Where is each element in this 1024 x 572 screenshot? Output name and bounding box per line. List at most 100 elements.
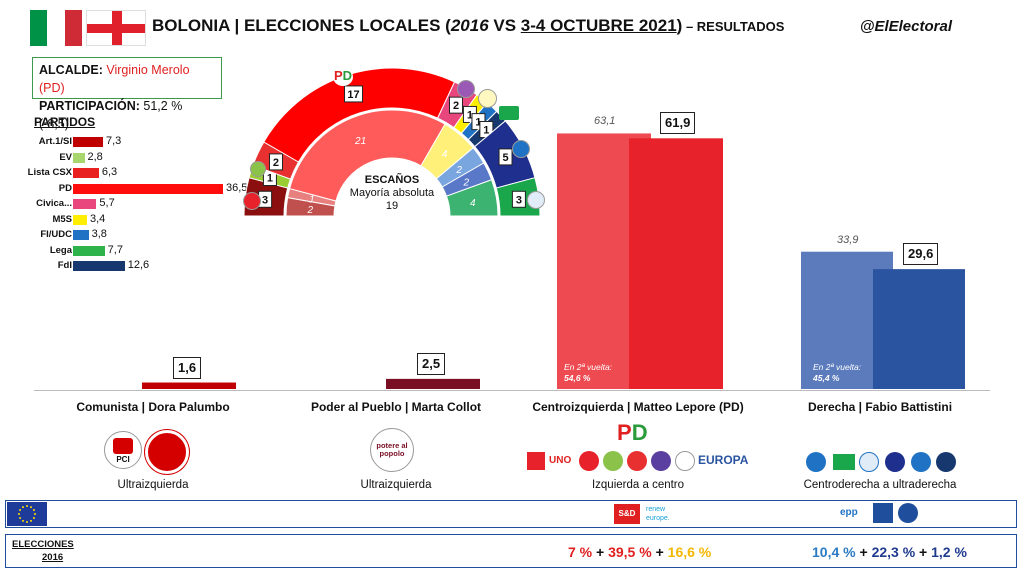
bar-2021	[142, 382, 236, 389]
fi-logo-icon	[512, 140, 530, 158]
2016-seat-value: 4	[470, 198, 476, 209]
axis-line	[34, 390, 990, 391]
elections-2016-left: 7 % + 39,5 % + 16,6 %	[568, 544, 712, 560]
ideology-label-1: Ultraizquierda	[117, 479, 189, 491]
party-bar	[73, 261, 125, 271]
party-value: 7,3	[106, 135, 122, 147]
eu-star-icon	[19, 509, 22, 511]
value-box: 2,5	[417, 352, 446, 375]
party-name: M5S	[52, 213, 72, 225]
id-logo-icon	[873, 503, 893, 523]
eu-star-icon	[32, 509, 35, 511]
2016-seat-segment	[288, 109, 446, 202]
party-value: 3,8	[91, 228, 107, 240]
epp-logo-icon: epp	[840, 507, 858, 518]
2016-seat-value: 4	[442, 149, 448, 160]
party-value: 7,7	[107, 243, 123, 256]
party-bar	[73, 230, 89, 240]
ideology-label-4: Centroderecha a ultraderecha	[803, 479, 957, 491]
mayor-name: Virginio Merolo (PD)	[39, 63, 190, 95]
candidate-label-4: Derecha | Fabio Battistini	[807, 400, 953, 414]
elections-2016-label: ELECCIONES 2016	[12, 539, 74, 563]
2021-seat-value: 3	[262, 194, 268, 206]
2021-seat-value: 1	[475, 117, 481, 129]
second-round-label-right: En 2ª vuelta: 45,4 %	[813, 362, 862, 383]
2016-seat-value: 2	[455, 165, 462, 176]
party-name: Art.1/SI	[38, 136, 72, 147]
2021-seat-value: 1	[467, 109, 473, 121]
value-box: 61,9	[660, 112, 696, 135]
party-row: Lega 7,7	[0, 244, 1024, 258]
m5s-logo-icon	[478, 89, 497, 108]
party-row: FdI 12,6	[0, 259, 1024, 273]
party-value: 6,3	[101, 166, 118, 178]
elections-2016-bar: ELECCIONES 2016 7 % + 39,5 % + 16,6 % 10,…	[5, 534, 1017, 568]
party-bar	[73, 137, 103, 147]
eu-star-icon	[30, 506, 32, 509]
party-bar	[73, 245, 105, 256]
party-value: 2,8	[87, 150, 103, 163]
candidate-label-1: Comunista | Dora Palumbo	[76, 400, 230, 414]
candidate-chart	[142, 133, 965, 389]
ecr-logo-icon	[898, 503, 918, 523]
seats-center-label: ESCAÑOS Mayoría absoluta 19	[349, 174, 435, 212]
2021-seat-value: 1	[483, 125, 489, 137]
info-box: ALCALDE: Virginio Merolo (PD) PARTICIPAC…	[32, 57, 222, 131]
party-row: M5S 3,4	[0, 213, 1024, 227]
eu-star-icon	[26, 521, 28, 523]
bar-2021	[629, 138, 723, 389]
parties-heading: PARTIDOS	[34, 115, 96, 129]
renew-logo-icon: renew europe.	[646, 506, 670, 522]
bologna-flag-icon	[86, 10, 146, 46]
party-name: Lega	[49, 244, 72, 256]
party-bar	[73, 152, 85, 163]
party-name: Civica...	[36, 198, 72, 209]
conti-logo-icon	[457, 80, 475, 98]
old-value-label: 63,1	[594, 115, 616, 128]
2016-seat-value: 2	[307, 205, 314, 216]
party-row: PD 36,5	[0, 182, 1024, 196]
party-row: EV 2,8	[0, 151, 1024, 165]
2021-seat-box	[511, 190, 526, 208]
eu-star-icon	[32, 517, 35, 519]
ideology-label-2: Ultraizquierda	[360, 479, 432, 491]
2021-seat-box	[498, 148, 513, 166]
party-name: Lista CSX	[27, 167, 72, 178]
eu-star-icon	[22, 519, 24, 522]
party-name: PD	[58, 182, 72, 194]
eu-flag-icon	[7, 502, 47, 526]
rifondazione-logo-icon	[145, 430, 189, 474]
old-value-label: 33,9	[837, 233, 859, 246]
party-row: FI/UDC 3,8	[0, 228, 1024, 242]
second-round-label-left: En 2ª vuelta: 54,6 %	[564, 362, 613, 383]
2016-seat-value: 21	[354, 136, 366, 147]
2016-seat-value: 2	[463, 177, 470, 188]
lega-logo-icon	[527, 191, 545, 209]
turnout-value: 51,2 % (-8,5)	[39, 99, 183, 131]
candidate-label-2: Poder al Pueblo | Marta Collot	[310, 400, 482, 414]
party-value: 3,4	[89, 212, 106, 225]
2021-seat-value: 3	[516, 194, 522, 206]
party-value: 12,6	[127, 259, 150, 271]
eu-star-icon	[30, 519, 32, 522]
2021-seat-value: 2	[453, 100, 459, 112]
ideology-label-3: Izquierda a centro	[591, 479, 685, 491]
candidate-label-3: Centroizquierda | Matteo Lepore (PD)	[532, 400, 744, 414]
party-row: Civica... 5,7	[0, 197, 1024, 211]
2021-seat-value: 5	[502, 152, 508, 164]
party-name: FdI	[57, 260, 72, 271]
party-bar	[73, 168, 99, 178]
ev-logo-icon	[250, 161, 266, 177]
potere-al-popolo-logo-icon: potere al popolo	[370, 428, 414, 472]
party-bar	[73, 214, 87, 225]
pci-logo-icon: PCI	[104, 431, 142, 469]
2021-seat-box	[449, 96, 463, 114]
coalition-logos-left: UNO EUROPA	[527, 450, 749, 472]
party-bar	[73, 199, 97, 209]
twitter-handle: @ElElectoral	[859, 18, 952, 35]
2021-seat-box	[268, 153, 283, 171]
sd-logo-icon: S&D	[614, 504, 640, 524]
csx-logo-icon	[243, 192, 261, 210]
value-box: 29,6	[903, 243, 939, 266]
eu-groups-bar: S&D renew europe. epp	[5, 500, 1017, 528]
